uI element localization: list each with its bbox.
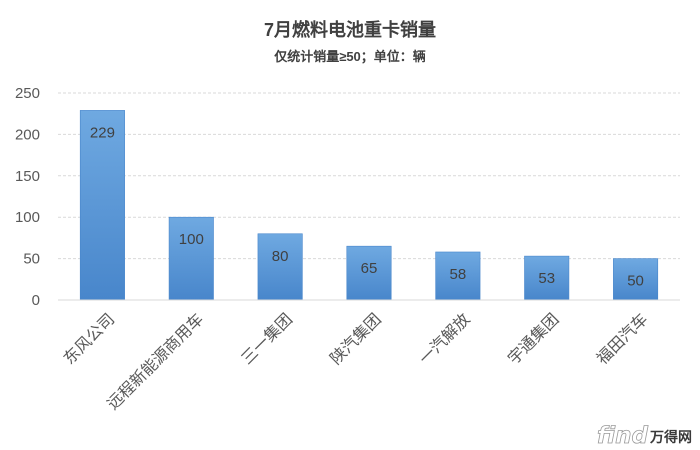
y-tick-label-50: 50	[23, 251, 40, 268]
bar-6	[524, 255, 570, 301]
y-tick-label-250: 250	[15, 85, 40, 102]
chart-subtitle: 仅统计销量≥50；单位：辆	[273, 49, 426, 65]
x-tick-label-5: 一汽解放	[416, 310, 474, 368]
gridlines	[58, 92, 680, 260]
x-tick-label-1: 东风公司	[60, 310, 118, 368]
bar-3	[257, 233, 303, 301]
data-labels: 229 100 80 65 58 53 50	[90, 124, 644, 289]
data-label-7: 50	[627, 273, 644, 290]
data-label-4: 65	[361, 260, 378, 277]
chart-title: 7月燃料电池重卡销量	[264, 19, 436, 40]
bar-5	[435, 251, 481, 301]
y-axis-tick-labels: 0 50 100 150 200 250	[15, 85, 40, 309]
watermark-logo-cjk: 万得网	[649, 429, 692, 445]
x-tick-label-4: 陕汽集团	[327, 310, 385, 368]
bar-4	[346, 245, 392, 301]
x-tick-label-3: 三一集团	[238, 310, 296, 368]
data-label-2: 100	[179, 231, 204, 248]
y-tick-label-100: 100	[15, 209, 40, 226]
bar-7	[613, 258, 659, 301]
x-tick-label-2: 远程新能源商用车	[104, 310, 207, 413]
y-tick-label-150: 150	[15, 168, 40, 185]
bars	[79, 110, 659, 301]
data-label-1: 229	[90, 124, 115, 141]
bar-2	[168, 216, 214, 301]
y-tick-label-0: 0	[32, 292, 40, 309]
y-tick-label-200: 200	[15, 126, 40, 143]
bar-1	[79, 110, 125, 301]
watermark-logo: find 万得网	[597, 423, 692, 450]
watermark-logo-latin: find	[597, 423, 648, 449]
data-label-6: 53	[538, 270, 555, 287]
data-label-3: 80	[272, 248, 289, 265]
data-label-5: 58	[450, 266, 467, 283]
x-tick-label-7: 福田汽车	[593, 310, 651, 368]
x-tick-label-6: 宇通集团	[505, 310, 563, 368]
